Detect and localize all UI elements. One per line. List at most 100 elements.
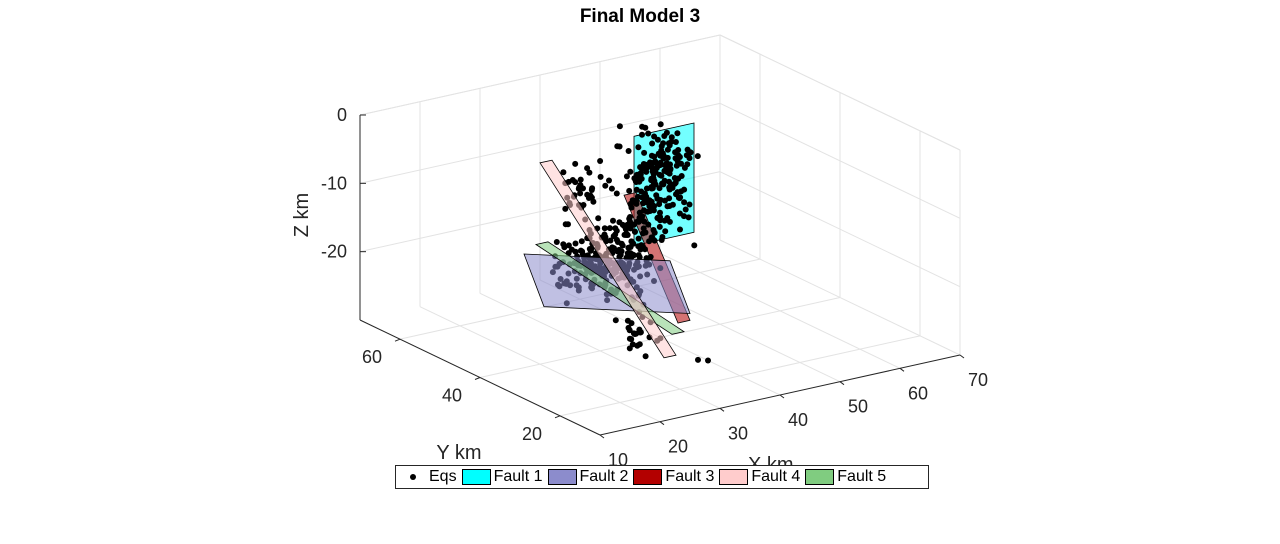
eq-point [640,225,647,232]
eq-point [678,160,685,167]
eq-point [642,246,648,253]
legend-label-fault-2: Fault 2 [579,468,629,485]
x-tick-mark [719,407,725,412]
z-tick-label: -10 [321,173,347,193]
x-tick-mark [599,434,605,439]
eq-point [657,197,664,203]
grid-line [719,171,961,288]
eq-point [648,185,655,192]
grid-line [359,102,721,184]
x-tick-label: 60 [908,383,928,403]
legend-label-fault-5: Fault 5 [837,468,887,485]
eq-point [612,317,619,324]
eq-point [607,237,614,244]
eq-point [553,239,560,245]
eq-point [639,123,646,130]
legend-item-eqs: Eqs [402,468,457,486]
eq-point [597,173,604,180]
eq-point [622,226,629,233]
eq-point [705,357,711,364]
eq-point [636,254,643,261]
grid-line [719,102,961,219]
axis-labels: X kmY kmZ km [291,193,794,476]
chart-legend: Eqs Fault 1 Fault 2 Fault 3 Fault 4 Faul… [395,465,929,489]
eq-point [577,176,584,183]
eq-point [644,208,651,215]
eq-point [648,175,655,182]
eq-point [653,192,660,199]
legend-label-eqs: Eqs [429,468,457,485]
eq-point [636,326,643,333]
eq-point [681,164,688,171]
eq-point [658,172,665,179]
eq-point [610,217,616,224]
eq-point [613,190,620,197]
eq-point [678,173,685,179]
x-tick-mark [779,394,785,399]
legend-item-fault-1: Fault 1 [461,468,543,486]
legend-item-fault-3: Fault 3 [633,468,714,486]
eq-point [614,143,621,150]
legend-item-fault-5: Fault 5 [805,468,886,486]
eq-point [686,201,693,208]
eq-point [562,205,569,212]
x-tick-mark [659,421,665,426]
eq-point [611,245,617,252]
eq-point [588,245,595,252]
eq-point [661,177,668,184]
z-tick-label: -20 [321,242,347,262]
fault-1-swatch [461,469,491,485]
y-tick-label: 20 [522,424,542,444]
fault-2-swatch [547,469,577,485]
eq-point [686,155,693,162]
eq-point [580,185,586,192]
eq-point [627,244,634,250]
eq-point [677,226,683,233]
eq-point [642,161,649,168]
eq-point [668,134,675,141]
eq-point [626,187,633,194]
eq-point [682,206,689,213]
eq-point [694,153,701,160]
eq-point [685,214,692,221]
eq-point [626,327,633,334]
eq-point [561,244,568,251]
eq-point [658,237,665,243]
eq-point [565,242,572,249]
eq-point [636,341,643,348]
legend-item-fault-2: Fault 2 [547,468,629,486]
fault-4-plane [539,159,677,359]
eq-point [658,143,665,150]
eq-point [572,160,579,167]
eq-point [687,149,694,156]
eq-point [597,158,604,164]
y-tick-label: 60 [362,347,382,367]
eq-point [608,185,615,192]
z-axis-label: Z km [291,193,313,237]
grid-line [559,335,921,417]
grid-line [359,34,721,116]
eq-point [676,210,683,217]
eq-point [637,164,644,171]
chart-title: Final Model 3 [579,6,701,27]
z-tick-label: 0 [337,105,347,125]
eq-point [642,353,649,360]
eq-point [651,153,658,160]
eq-point [568,246,575,253]
x-tick-label: 50 [848,397,868,417]
eq-point [656,223,663,230]
x-tick-label: 30 [728,423,748,443]
eq-point [584,165,591,172]
eq-point [646,238,653,245]
eq-point [666,195,673,202]
eq-point [628,238,635,245]
x-tick-mark [899,367,905,372]
x-tick-mark [839,381,845,386]
eq-point [654,136,661,143]
eq-point [580,202,587,208]
eq-point [632,228,638,235]
eq-point [645,130,652,137]
eq-point [649,168,656,175]
eq-point [675,147,682,153]
eq-point [681,199,688,206]
